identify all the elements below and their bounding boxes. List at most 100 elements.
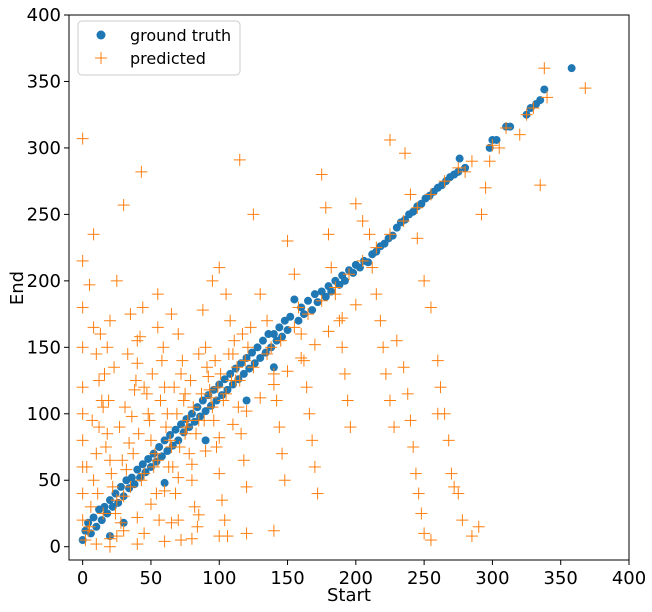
predicted-point	[438, 175, 451, 188]
predicted-point	[273, 421, 286, 434]
y-tick-label: 350	[27, 71, 61, 92]
ground-truth-point	[89, 513, 98, 522]
predicted-point	[83, 278, 96, 291]
ground-truth-point	[278, 332, 287, 341]
x-tick-label: 150	[270, 568, 304, 589]
predicted-point	[98, 367, 111, 380]
y-axis-title: End	[7, 271, 28, 305]
predicted-point	[184, 374, 197, 387]
predicted-point	[300, 381, 313, 394]
predicted-point	[483, 155, 496, 168]
predicted-point	[168, 381, 181, 394]
predicted-point	[261, 314, 274, 327]
predicted-point	[127, 447, 140, 460]
predicted-point	[177, 394, 190, 407]
predicted-point	[370, 288, 383, 301]
ground-truth-point	[253, 343, 262, 352]
ground-truth-point	[171, 425, 180, 434]
predicted-point	[329, 281, 342, 294]
ground-truth-point	[136, 473, 145, 482]
predicted-point	[135, 474, 148, 487]
ground-truth-point	[92, 522, 101, 531]
ground-truth-point	[261, 348, 270, 357]
ground-truth-point	[228, 380, 237, 389]
ground-truth-point	[198, 396, 207, 405]
predicted-point	[76, 381, 89, 394]
predicted-point	[215, 494, 228, 507]
predicted-point	[370, 241, 383, 254]
predicted-point	[541, 91, 554, 104]
predicted-point	[108, 361, 121, 374]
predicted-point	[99, 441, 112, 454]
x-tick-label: 100	[202, 568, 236, 589]
y-tick-label: 50	[38, 470, 61, 491]
predicted-point	[153, 514, 166, 527]
predicted-point	[308, 338, 321, 351]
predicted-point	[415, 507, 428, 520]
predicted-point	[179, 427, 192, 440]
ground-truth-point	[144, 454, 153, 463]
ground-truth-point	[304, 296, 313, 305]
y-axis: 0 50 100 150 200 250 300 350 400	[27, 5, 69, 558]
predicted-point	[222, 347, 235, 360]
predicted-point	[356, 254, 369, 267]
ground-truth-point	[105, 496, 114, 505]
ground-truth-point	[111, 489, 120, 498]
predicted-point	[103, 454, 116, 467]
ground-truth-point	[567, 64, 576, 73]
predicted-point	[274, 334, 287, 347]
predicted-point	[338, 367, 351, 380]
predicted-point	[205, 391, 218, 404]
predicted-point	[183, 447, 196, 460]
predicted-point	[431, 354, 444, 367]
predicted-point	[76, 434, 89, 447]
y-tick-label: 200	[27, 271, 61, 292]
predicted-point	[187, 401, 200, 414]
ground-truth-point	[201, 436, 210, 445]
predicted-point	[220, 288, 233, 301]
predicted-point	[151, 454, 164, 467]
predicted-point	[158, 535, 171, 548]
predicted-point	[172, 328, 185, 341]
predicted-point	[292, 301, 305, 314]
ground-truth-point	[250, 359, 259, 368]
predicted-point	[110, 274, 123, 287]
predicted-point	[90, 447, 103, 460]
predicted-point	[132, 427, 145, 440]
ground-truth-point	[157, 452, 166, 461]
predicted-point	[157, 341, 170, 354]
predicted-point	[181, 414, 194, 427]
predicted-point	[226, 418, 239, 431]
predicted-point	[129, 374, 142, 387]
ground-truth-point	[100, 502, 109, 511]
predicted-point	[233, 153, 246, 166]
predicted-point	[131, 511, 144, 524]
predicted-point	[390, 334, 403, 347]
predicted-point	[374, 314, 387, 327]
ground-truth-point	[220, 375, 229, 384]
predicted-point	[123, 437, 136, 450]
predicted-point	[218, 514, 231, 527]
predicted-point	[452, 487, 465, 500]
predicted-point	[136, 301, 149, 314]
ground-truth-point	[536, 96, 545, 105]
ground-truth-point	[179, 428, 188, 437]
predicted-point	[101, 427, 114, 440]
predicted-point	[213, 261, 226, 274]
predicted-point	[240, 480, 253, 493]
predicted-point	[143, 414, 156, 427]
plot-frame	[68, 14, 630, 561]
ground-truth-point	[187, 409, 196, 418]
predicted-point	[302, 308, 315, 321]
ground-truth-point	[207, 401, 216, 410]
predicted-point	[149, 447, 162, 460]
ground-truth-point	[116, 482, 125, 491]
predicted-point	[213, 530, 226, 543]
predicted-point	[202, 370, 215, 383]
ground-truth-point	[248, 348, 257, 357]
predicted-point	[240, 405, 253, 418]
predicted-point	[534, 179, 547, 192]
predicted-point	[110, 530, 123, 543]
predicted-point	[97, 401, 110, 414]
ground-truth-point	[163, 447, 172, 455]
